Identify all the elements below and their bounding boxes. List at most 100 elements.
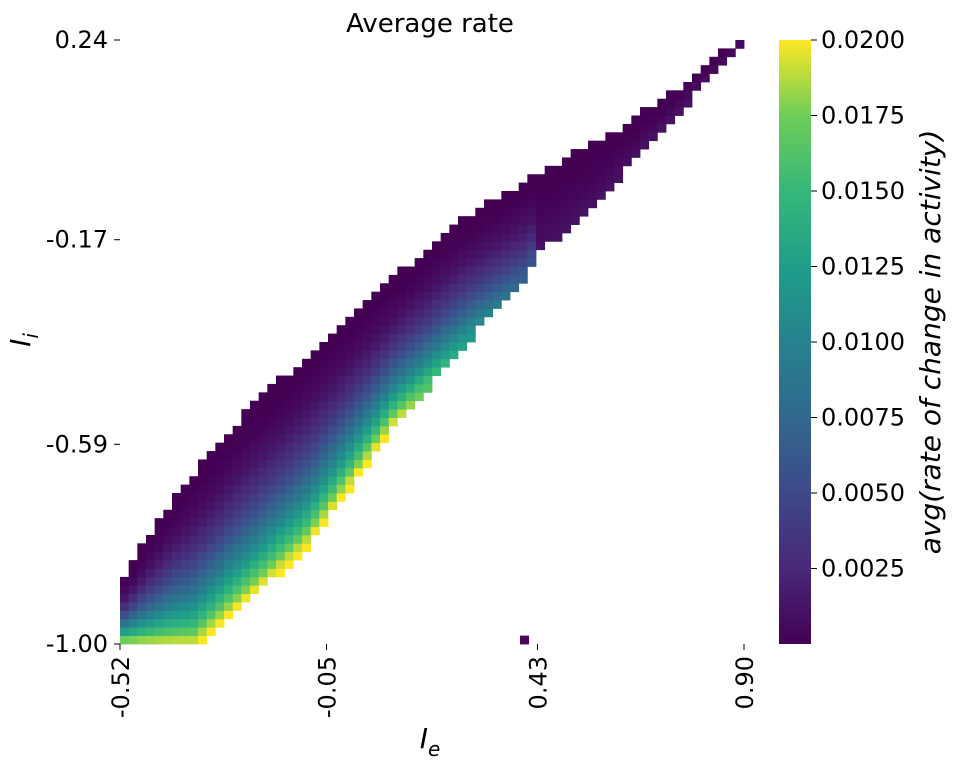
heatmap-cell-844: [518, 266, 528, 276]
heatmap-cell-829: [501, 199, 511, 209]
heatmap-cell-817: [492, 199, 502, 209]
heatmap-cell-173: [206, 459, 216, 469]
heatmap-cell-246: [241, 551, 251, 561]
heatmap-cell-587: [371, 325, 381, 335]
heatmap-cell-755: [458, 266, 468, 276]
heatmap-cell-439: [310, 417, 320, 427]
heatmap-cell-861: [527, 207, 537, 217]
heatmap-cell-651: [406, 367, 416, 376]
heatmap-cell-7: [120, 576, 130, 586]
heatmap-cell-533: [354, 467, 364, 477]
heatmap-cell-143: [198, 534, 208, 544]
heatmap-cell-451: [319, 493, 329, 502]
heatmap-cell-567: [362, 342, 372, 351]
heatmap-cell-516: [345, 451, 355, 460]
heatmap-cell-649: [406, 383, 416, 393]
heatmap-cell-433: [310, 467, 320, 477]
heatmap-cell-71: [163, 526, 173, 536]
heatmap-cell-862: [527, 199, 537, 209]
heatmap-cell-863: [527, 191, 537, 200]
heatmap-cell-739: [449, 274, 459, 284]
heatmap-cell-135: [198, 602, 208, 611]
heatmap-cell-957: [640, 140, 650, 150]
heatmap-cell-743: [449, 241, 459, 251]
heatmap-cell-414: [302, 451, 312, 460]
heatmap-cell-306: [258, 417, 268, 427]
heatmap-cell-658: [406, 308, 416, 318]
heatmap-cell-859: [527, 224, 537, 234]
heatmap-cell-514: [345, 467, 355, 477]
heatmap-cell-624: [388, 308, 398, 318]
heatmap-cell-474: [328, 467, 338, 477]
heatmap-cell-291: [258, 543, 268, 553]
heatmap-cell-806: [492, 291, 502, 301]
heatmap-cell-80: [172, 585, 182, 595]
heatmap-cell-924: [588, 157, 598, 167]
heatmap-cell-551: [354, 316, 364, 326]
heatmap-cell-598: [380, 383, 390, 393]
x-axis-label-sub: e: [428, 737, 440, 761]
y-axis-label: Ii: [4, 333, 43, 347]
heatmap-cell-438: [310, 425, 320, 435]
heatmap-cell-717: [440, 333, 450, 343]
heatmap-cell-630: [397, 400, 407, 410]
heatmap-cell-200: [224, 585, 234, 595]
heatmap-cell-665: [414, 383, 424, 393]
heatmap-cell-269: [250, 543, 260, 553]
heatmap-cell-10: [128, 618, 138, 628]
heatmap-cell-268: [250, 551, 260, 561]
heatmap-cell-456: [319, 451, 329, 460]
heatmap-cell-960: [640, 115, 650, 125]
heatmap-cell-625: [388, 300, 398, 309]
y-tick-label-3: -1.00: [46, 630, 108, 658]
heatmap-cell-76: [172, 618, 182, 628]
heatmap-cell-894: [562, 216, 572, 225]
heatmap-cell-970: [666, 115, 676, 125]
heatmap-cell-850: [518, 216, 528, 225]
heatmap-cell-590: [371, 300, 381, 309]
heatmap-cell-668: [414, 358, 424, 368]
heatmap-cell-800: [484, 232, 494, 242]
heatmap-cell-524: [345, 383, 355, 393]
heatmap-cell-34: [146, 602, 156, 611]
heatmap-cell-485: [328, 375, 338, 385]
heatmap-cell-409: [302, 493, 312, 502]
heatmap-cell-825: [501, 232, 511, 242]
heatmap-cell-915: [579, 174, 589, 184]
heatmap-cell-84: [172, 551, 182, 561]
heatmap-cell-832: [510, 274, 520, 284]
heatmap-cell-771: [466, 258, 476, 267]
heatmap-cell-498: [336, 434, 346, 444]
heatmap-cell-488: [328, 350, 338, 360]
heatmap-cell-971: [666, 107, 676, 116]
heatmap-cell-165: [206, 526, 216, 536]
heatmap-cell-934: [605, 182, 615, 192]
heatmap-cell-577: [371, 409, 381, 418]
heatmap-cell-460: [319, 417, 329, 427]
heatmap-cell-852: [518, 199, 528, 209]
heatmap-cell-175: [215, 618, 225, 628]
heatmap-cell-506: [336, 367, 346, 376]
heatmap-cell-226: [232, 543, 242, 553]
heatmap-cell-864: [527, 182, 537, 192]
heatmap-cell-154: [206, 618, 216, 628]
heatmap-cell-822: [501, 258, 511, 267]
heatmap-cell-278: [250, 467, 260, 477]
heatmap-cell-652: [406, 358, 416, 368]
y-axis: 0.24 -0.17 -0.59 -1.00: [46, 26, 120, 658]
heatmap-cell-352: [276, 409, 286, 418]
heatmap-cell-499: [336, 425, 346, 435]
colorbar-tick-label-2: 0.0150: [821, 177, 905, 205]
heatmap-cell-292: [258, 534, 268, 544]
heatmap-cell-756: [458, 258, 468, 267]
heatmap-cell-938: [605, 149, 615, 158]
heatmap-cell-289: [258, 560, 268, 569]
heatmap-cell-886: [553, 216, 563, 225]
heatmap-cell-255: [241, 476, 251, 486]
heatmap-cell-83: [172, 560, 182, 569]
heatmap-cell-478: [328, 434, 338, 444]
heatmap-cell-578: [371, 400, 381, 410]
heatmap-cell-750: [458, 308, 468, 318]
heatmap-cell-791: [484, 308, 494, 318]
heatmap-cell-428: [310, 509, 320, 519]
